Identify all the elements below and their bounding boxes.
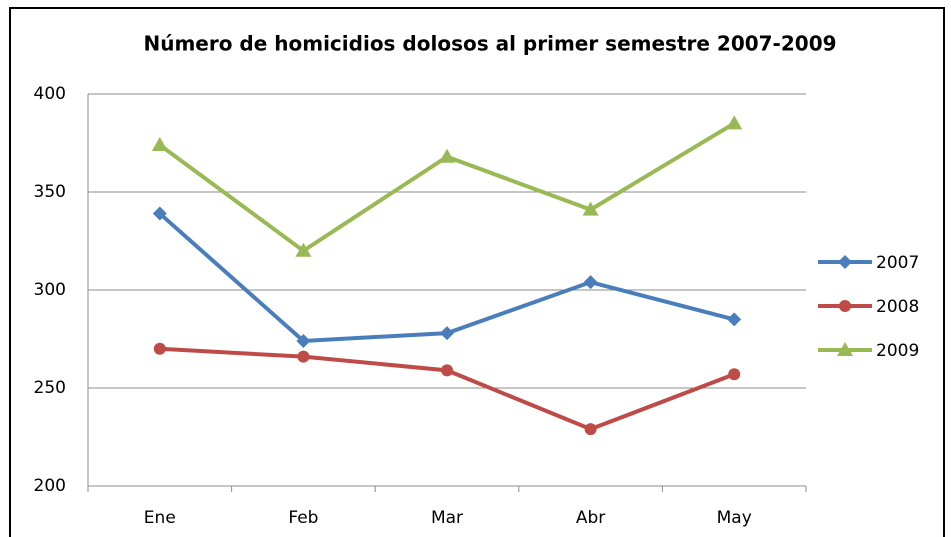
x-tick-label: Feb: [288, 508, 318, 528]
marker: [296, 333, 311, 348]
marker: [295, 242, 312, 257]
x-tick-label: Mar: [431, 508, 463, 528]
x-tick-label: Abr: [576, 508, 605, 528]
legend-label: 2009: [876, 341, 919, 361]
legend-marker: [839, 300, 851, 312]
legend-label: 2008: [876, 297, 919, 317]
marker: [439, 148, 455, 163]
marker: [727, 312, 742, 327]
marker: [582, 201, 599, 216]
marker: [583, 275, 598, 290]
x-tick-label: Ene: [144, 508, 176, 528]
y-tick-label: 400: [34, 84, 66, 104]
marker: [584, 423, 597, 436]
marker: [297, 350, 310, 363]
marker: [728, 368, 741, 381]
y-tick-label: 200: [34, 476, 66, 496]
marker: [726, 115, 743, 130]
marker: [151, 136, 168, 151]
chart-frame: [9, 7, 945, 537]
marker: [152, 206, 167, 221]
legend-label: 2007: [876, 253, 919, 273]
marker: [153, 342, 166, 355]
marker: [441, 364, 453, 377]
y-tick-label: 250: [34, 378, 66, 398]
y-tick-label: 300: [34, 280, 66, 300]
marker: [440, 326, 454, 341]
x-tick-label: May: [717, 508, 752, 528]
y-tick-label: 350: [34, 182, 66, 202]
chart-title: Número de homicidios dolosos al primer s…: [143, 32, 836, 56]
legend-marker: [837, 342, 853, 356]
legend-marker: [838, 255, 852, 269]
